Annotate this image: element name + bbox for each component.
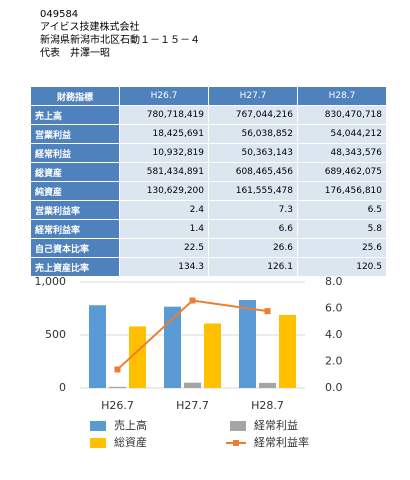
table-row: 自己資本比率 22.5 26.6 25.6 — [30, 238, 387, 258]
table-row: 経常利益 10,932,819 50,363,143 48,343,576 — [30, 143, 387, 163]
cell: 2.4 — [119, 200, 209, 220]
row-header: 純資産 — [30, 181, 120, 201]
bar — [239, 299, 256, 388]
code: 049584 — [40, 9, 79, 20]
cell: 830,470,718 — [297, 105, 387, 125]
cell: 161,555,478 — [208, 181, 298, 201]
table-row: 純資産 130,629,200 161,555,478 176,456,810 — [30, 181, 387, 201]
table-row: 財務指標 H26.7 H27.7 H28.7 — [30, 86, 387, 106]
bar — [89, 305, 106, 388]
legend-swatch — [90, 438, 106, 448]
cell: 7.3 — [208, 200, 298, 220]
cell: 18,425,691 — [119, 124, 209, 144]
bar — [184, 382, 201, 388]
y-tick-label: 0 — [59, 381, 66, 394]
legend-label: 売上高 — [114, 418, 147, 432]
cell: 120.5 — [297, 257, 387, 277]
address: 新潟県新潟市北区石動１－１５－４ — [40, 35, 200, 46]
y2-tick-label: 6.0 — [325, 302, 343, 315]
y-tick-label: 500 — [45, 328, 66, 341]
cell: H26.7 — [119, 86, 209, 106]
cell: 176,456,810 — [297, 181, 387, 201]
cell: 126.1 — [208, 257, 298, 277]
line-marker — [189, 297, 196, 304]
cell: H28.7 — [297, 86, 387, 106]
cell: 780,718,419 — [119, 105, 209, 125]
cell: 130,629,200 — [119, 181, 209, 201]
row-header: 経常利益 — [30, 143, 120, 163]
table-row: 総資産 581,434,891 608,465,456 689,462,075 — [30, 162, 387, 182]
cell: H27.7 — [208, 86, 298, 106]
y2-tick-label: 0.0 — [325, 381, 343, 394]
row-header: 財務指標 — [30, 86, 120, 106]
line-marker — [264, 308, 271, 315]
legend-label: 総資産 — [114, 435, 147, 449]
legend-label: 経常利益率 — [254, 435, 309, 449]
cell: 50,363,143 — [208, 143, 298, 163]
cell: 608,465,456 — [208, 162, 298, 182]
bar — [279, 314, 296, 388]
bar — [129, 326, 146, 388]
y2-tick-label: 8.0 — [325, 275, 343, 288]
cell: 10,932,819 — [119, 143, 209, 163]
table-row: 営業利益 18,425,691 56,038,852 54,044,212 — [30, 124, 387, 144]
x-tick-label: H26.7 — [101, 399, 134, 412]
y2-tick-label: 4.0 — [325, 328, 343, 341]
table-row: 売上高 780,718,419 767,044,216 830,470,718 — [30, 105, 387, 125]
cell: 5.8 — [297, 219, 387, 239]
cell: 689,462,075 — [297, 162, 387, 182]
line-marker — [114, 366, 121, 373]
bar — [164, 306, 181, 388]
representative: 代表 井澤一昭 — [40, 48, 110, 59]
y2-tick-label: 2.0 — [325, 355, 343, 368]
cell: 25.6 — [297, 238, 387, 258]
row-header: 総資産 — [30, 162, 120, 182]
cell: 48,343,576 — [297, 143, 387, 163]
table-row: 経常利益率 1.4 6.6 5.8 — [30, 219, 387, 239]
legend-swatch — [230, 421, 246, 431]
legend-marker — [233, 440, 239, 446]
table-row: 営業利益率 2.4 7.3 6.5 — [30, 200, 387, 220]
row-header: 売上資産比率 — [30, 257, 120, 277]
row-header: 営業利益率 — [30, 200, 120, 220]
cell: 767,044,216 — [208, 105, 298, 125]
cell: 6.5 — [297, 200, 387, 220]
x-tick-label: H27.7 — [176, 399, 209, 412]
y-tick-label: 1,000 — [35, 275, 67, 288]
company: アイビス技建株式会社 — [40, 22, 140, 33]
bar — [109, 386, 126, 388]
bar — [204, 323, 221, 388]
row-header: 自己資本比率 — [30, 238, 120, 258]
cell: 6.6 — [208, 219, 298, 239]
cell: 56,038,852 — [208, 124, 298, 144]
bar — [259, 382, 276, 388]
row-header: 営業利益 — [30, 124, 120, 144]
cell: 581,434,891 — [119, 162, 209, 182]
cell: 1.4 — [119, 219, 209, 239]
table-row: 売上資産比率 134.3 126.1 120.5 — [30, 257, 387, 277]
financial-table: 財務指標 H26.7 H27.7 H28.7 売上高 780,718,419 767,044… — [30, 86, 387, 277]
x-tick-label: H28.7 — [251, 399, 284, 412]
cell: 54,044,212 — [297, 124, 387, 144]
cell: 22.5 — [119, 238, 209, 258]
row-header: 経常利益率 — [30, 219, 120, 239]
cell: 26.6 — [208, 238, 298, 258]
legend-swatch — [90, 421, 106, 431]
row-header: 売上高 — [30, 105, 120, 125]
header: 049584 アイビス技建株式会社 新潟県新潟市北区石動１－１５－４ 代表 井澤… — [40, 8, 200, 60]
legend-label: 経常利益 — [254, 418, 298, 432]
chart: 0 500 1,000 0.0 2.0 4.0 6.0 8.0 H26.7 H27.7 H28.7 売… — [35, 275, 343, 449]
cell: 134.3 — [119, 257, 209, 277]
